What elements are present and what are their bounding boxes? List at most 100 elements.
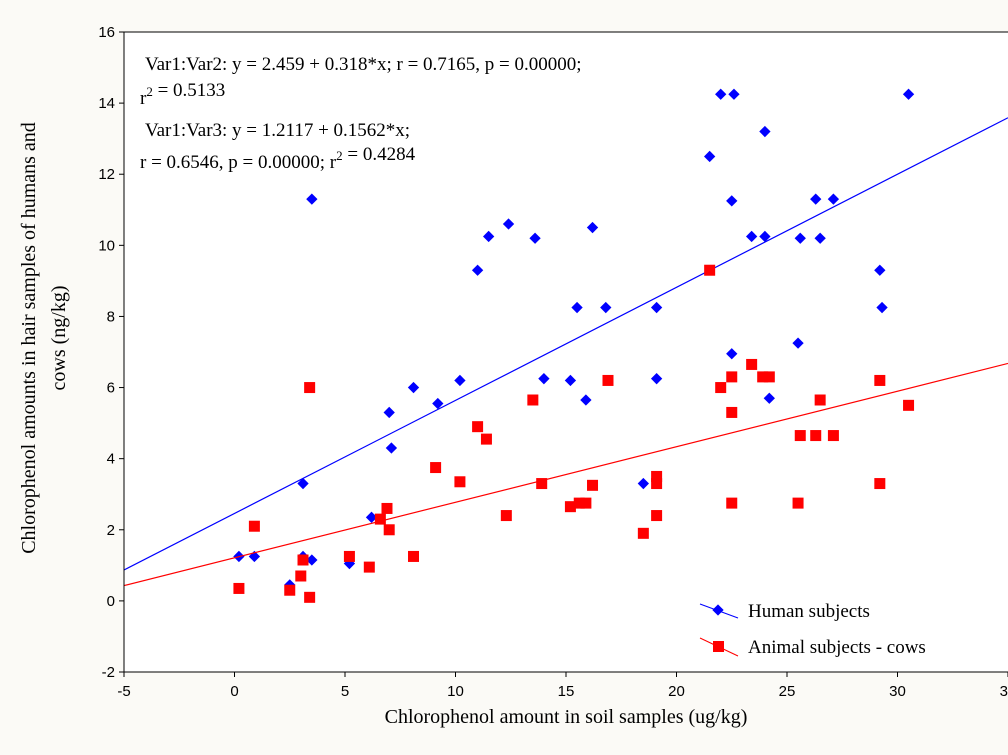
animal-data-point — [726, 497, 738, 509]
animal-data-point — [383, 524, 395, 536]
human-data-point — [529, 232, 541, 244]
y-tick-label: 8 — [107, 308, 115, 325]
legend-human-label: Human subjects — [748, 601, 870, 622]
animal-data-point — [408, 550, 420, 562]
series-animal — [123, 264, 1008, 603]
human-data-point — [564, 374, 577, 387]
animal-data-point — [363, 561, 375, 573]
legend: Human subjects Animal subjects - cows — [699, 601, 926, 658]
human-data-point — [876, 301, 888, 314]
animal-data-point — [715, 382, 727, 394]
animal-data-point — [304, 591, 316, 603]
human-data-point — [432, 397, 444, 410]
human-data-point — [759, 230, 771, 243]
human-data-point — [792, 337, 804, 349]
animal-data-point — [295, 570, 307, 582]
x-tick-label: -5 — [117, 683, 130, 700]
animal-data-point — [454, 476, 466, 488]
x-tick-label: 30 — [889, 683, 906, 700]
animal-data-point — [536, 478, 548, 490]
human-data-point — [794, 232, 806, 244]
animal-data-point — [792, 497, 804, 509]
annotation-line-1: Var1:Var2: y = 2.459 + 0.318*x; r = 0.71… — [145, 54, 582, 75]
human-data-point — [502, 218, 515, 230]
animal-data-point — [757, 371, 769, 383]
human-data-point — [814, 232, 826, 244]
x-tick-label: 10 — [447, 683, 464, 700]
human-data-point — [650, 373, 663, 385]
animal-data-point — [374, 513, 386, 525]
human-data-point — [637, 477, 650, 490]
human-data-point — [297, 477, 309, 490]
human-data-point — [538, 373, 550, 385]
legend-human-marker — [712, 604, 724, 616]
y-tick-label: 10 — [98, 237, 115, 254]
human-data-point — [703, 150, 716, 163]
human-data-point — [650, 301, 663, 314]
human-data-point — [385, 442, 398, 454]
animal-data-point — [527, 394, 539, 406]
animal-data-point — [472, 421, 484, 433]
animal-data-point — [903, 399, 915, 411]
tick-layer: -5 0 5 10 15 20 25 30 35 -2 0 2 4 6 8 10 12 14 16 — [98, 24, 1008, 700]
plot-area — [124, 32, 1008, 672]
y-axis-title-line-2: cows (ng/kg) — [48, 286, 70, 391]
human-data-point — [571, 301, 583, 314]
x-tick-label: 20 — [668, 683, 685, 700]
y-tick-label: -2 — [102, 664, 115, 681]
regression-line — [123, 117, 1008, 571]
y-tick-label: 4 — [107, 451, 115, 468]
animal-data-point — [874, 478, 886, 490]
animal-data-point — [500, 510, 512, 522]
x-axis-title: Chlorophenol amount in soil samples (ug/… — [385, 706, 748, 728]
fit-annotation: Var1:Var2: y = 2.459 + 0.318*x; r = 0.71… — [140, 54, 582, 173]
human-data-point — [745, 230, 758, 243]
human-data-point — [407, 381, 420, 394]
human-data-point — [763, 392, 775, 404]
animal-data-point — [573, 497, 585, 509]
y-tick-label: 14 — [98, 95, 115, 112]
animal-data-point — [480, 433, 492, 445]
animal-data-point — [794, 430, 806, 442]
animal-data-point — [763, 371, 775, 383]
animal-data-point — [602, 374, 614, 386]
animal-data-point — [587, 479, 599, 491]
animal-data-point — [233, 582, 245, 594]
human-data-point — [726, 348, 738, 360]
human-data-point — [600, 301, 612, 314]
animal-data-point — [580, 497, 592, 509]
animal-data-point — [343, 550, 355, 562]
animal-data-point — [651, 478, 663, 490]
human-data-point — [482, 230, 495, 243]
animal-data-point — [248, 520, 260, 532]
animal-data-point — [704, 264, 716, 276]
animal-data-point — [304, 382, 316, 394]
y-tick-label: 0 — [107, 593, 115, 610]
animal-data-point — [746, 358, 758, 370]
y-tick-label: 12 — [98, 166, 115, 183]
animal-data-point — [651, 470, 663, 482]
x-tick-label: 15 — [558, 683, 575, 700]
legend-animal-marker — [713, 641, 724, 652]
y-tick-label: 6 — [107, 380, 115, 397]
animal-data-point — [637, 527, 649, 539]
human-data-point — [383, 406, 395, 419]
x-tick-label: 5 — [341, 683, 349, 700]
x-tick-label: 0 — [230, 683, 238, 700]
animal-data-point — [810, 430, 822, 442]
human-data-point — [365, 511, 378, 523]
series-human — [123, 88, 1008, 591]
annotation-line-2: r2 = 0.5133 — [140, 80, 225, 109]
human-data-point — [471, 264, 484, 276]
animal-data-point — [814, 394, 826, 406]
human-data-point — [827, 193, 840, 205]
animal-data-point — [297, 554, 309, 566]
y-tick-label: 16 — [98, 24, 115, 41]
annotation-line-3: Var1:Var3: y = 1.2117 + 0.1562*x; — [145, 120, 410, 141]
animal-data-point — [726, 406, 738, 418]
annotation-line-4: r = 0.6546, p = 0.00000; r2 = 0.4284 — [140, 144, 416, 173]
human-data-point — [874, 264, 886, 276]
human-data-point — [306, 554, 318, 566]
regression-line — [123, 362, 1008, 587]
